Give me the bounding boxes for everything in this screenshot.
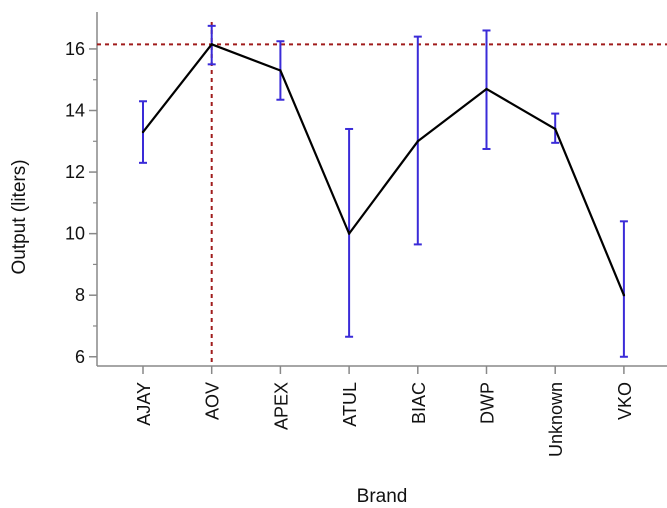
x-axis: AJAY AOV APEX ATUL BIAC DWP Unknown VKO <box>134 366 635 457</box>
x-tick-label: AJAY <box>134 382 154 426</box>
error-bars <box>139 24 628 358</box>
x-tick-label: DWP <box>478 382 498 424</box>
mean-point <box>279 69 282 72</box>
y-axis-title: Output (liters) <box>9 159 30 274</box>
mean-point <box>622 294 626 297</box>
x-tick-label: ATUL <box>340 382 360 427</box>
mean-point <box>347 232 351 235</box>
plot-frame <box>96 12 667 367</box>
reference-lines <box>97 22 667 366</box>
mean-point <box>141 130 145 134</box>
series-line <box>141 43 626 297</box>
y-axis: 6 8 10 12 14 16 <box>65 39 97 367</box>
y-tick-label: 12 <box>65 162 85 182</box>
mean-point <box>554 127 557 131</box>
y-tick-label: 16 <box>65 39 85 59</box>
error-bar <box>619 220 628 358</box>
y-tick-label: 10 <box>65 224 85 244</box>
mean-point <box>485 87 488 91</box>
y-tick-label: 8 <box>75 285 85 305</box>
x-tick-label: APEX <box>271 382 291 430</box>
x-tick-label: Unknown <box>546 382 566 457</box>
mean-line <box>142 43 625 296</box>
x-axis-title: Brand <box>357 486 408 507</box>
x-tick-label: BIAC <box>409 382 429 424</box>
y-tick-label: 6 <box>75 347 85 367</box>
mean-point <box>416 140 419 143</box>
mean-point <box>210 43 213 46</box>
x-tick-label: AOV <box>203 382 223 420</box>
x-tick-label: VKO <box>615 382 635 420</box>
y-tick-label: 14 <box>65 101 85 121</box>
